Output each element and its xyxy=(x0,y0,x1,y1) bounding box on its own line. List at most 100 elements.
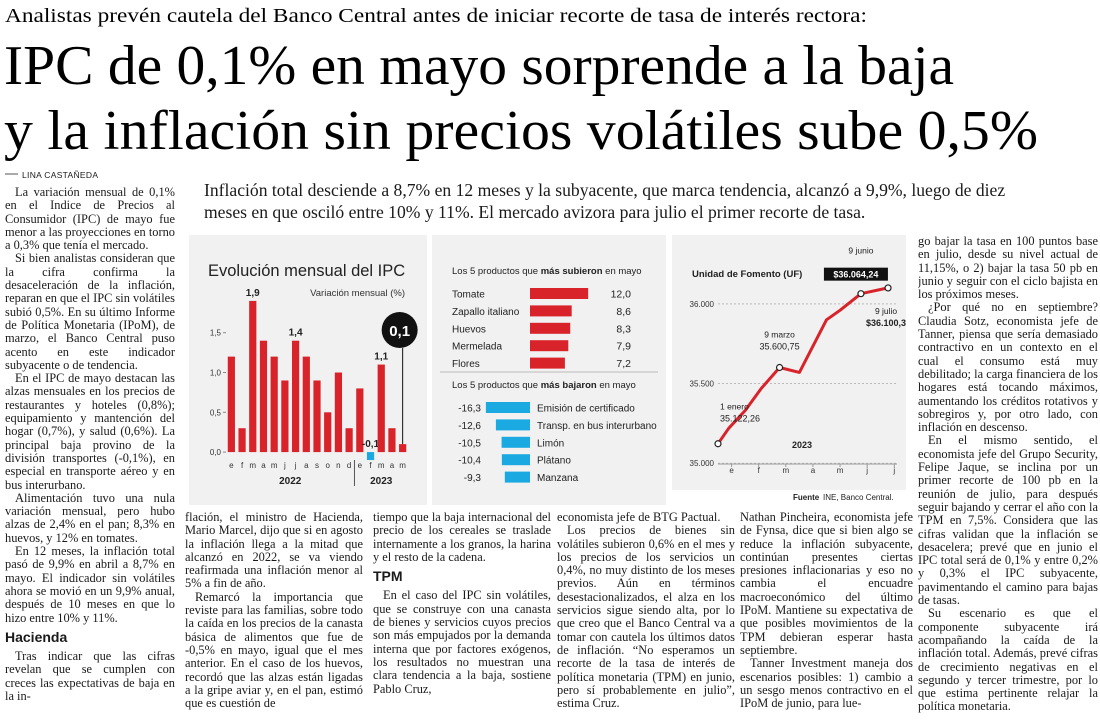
point xyxy=(714,440,722,448)
value-label: -12,6 xyxy=(458,421,481,432)
point xyxy=(884,284,892,292)
x-tick-label: f xyxy=(369,461,372,470)
category-label: Huevos xyxy=(452,324,486,335)
bar xyxy=(377,364,385,453)
paragraph: Si bien analistas consideran que la cifr… xyxy=(5,251,175,372)
value-label: 1,1 xyxy=(374,352,388,363)
value-label: 0,1 xyxy=(389,323,410,340)
source-label: Fuente xyxy=(793,493,820,502)
paragraph: Tanner Investment maneja dos escenarios … xyxy=(740,656,913,711)
point-label: 9 junio xyxy=(848,246,873,256)
label-box xyxy=(823,267,888,281)
bar xyxy=(334,372,343,453)
x-tick-label: m xyxy=(378,461,385,470)
bar xyxy=(530,305,572,317)
x-tick-label: j xyxy=(294,461,297,470)
category-label: Tomate xyxy=(452,290,485,301)
paragraph: Su escenario es que el componente subyac… xyxy=(918,606,1098,714)
paragraph: tiempo que la baja internacional del pre… xyxy=(373,511,551,564)
value-label: 8,6 xyxy=(616,306,631,318)
bar xyxy=(249,300,257,453)
bar xyxy=(356,388,364,453)
title-part: Los 5 productos que xyxy=(452,266,541,277)
chart-title: Los 5 productos que más subieron en mayo xyxy=(452,266,642,277)
value-label: $36.100,3 xyxy=(866,318,906,328)
bar xyxy=(501,436,530,448)
x-tick-label: j xyxy=(283,461,286,470)
y-tick-label: 35.500 xyxy=(690,380,715,389)
y-tick-label: 35.000 xyxy=(690,459,715,468)
headline: IPC de 0,1% en mayo sorprende a la baja xyxy=(4,35,954,97)
paragraph: Tras indicar que las cifras revelan que … xyxy=(5,649,175,703)
value-label: -0,1 xyxy=(362,439,380,450)
title-part: en mayo xyxy=(597,380,636,391)
bar xyxy=(366,452,375,461)
y-tick-label: 36.000 xyxy=(690,300,715,309)
bar xyxy=(259,340,268,453)
value-label: 7,9 xyxy=(616,341,631,353)
category-label: Plátano xyxy=(537,456,571,467)
point xyxy=(857,290,865,298)
point-label: 9 marzo xyxy=(764,330,795,340)
value-label: -16,3 xyxy=(458,404,481,415)
callout-circle xyxy=(381,312,418,348)
x-tick-label: a xyxy=(261,461,266,470)
value-label: 1,4 xyxy=(289,328,303,339)
bar xyxy=(281,380,289,453)
bar xyxy=(291,340,300,453)
bar xyxy=(530,340,569,352)
x-tick-label: n xyxy=(336,461,340,470)
chart-subtitle: Variación mensual (%) xyxy=(310,288,405,299)
bar xyxy=(495,419,530,431)
x-tick-label: j xyxy=(892,466,895,475)
chart-panel xyxy=(432,235,666,505)
y-tick-label: 0,5 xyxy=(210,408,222,417)
point-label: 9 julio xyxy=(875,306,897,316)
deck: Inflación total desciende a 8,7% en 12 m… xyxy=(204,180,1006,222)
value-label: 12,0 xyxy=(611,289,632,301)
value-label: 1,9 xyxy=(246,288,260,299)
subhead: TPM xyxy=(373,568,403,585)
paragraph: La variación mensual de 0,1% en el Indic… xyxy=(5,186,175,253)
value-label: 35.600,75 xyxy=(760,342,800,352)
category-label: Flores xyxy=(452,359,480,370)
text-column: tiempo que la baja internacional del pre… xyxy=(373,511,551,721)
x-tick-label: m xyxy=(837,466,844,475)
title-part: más subieron xyxy=(541,266,603,277)
paragraph: En el IPC de mayo destacan las alzas men… xyxy=(5,371,175,492)
x-tick-label: f xyxy=(241,461,244,470)
value-label: -10,4 xyxy=(458,456,481,467)
paragraph: Remarcó la importancia que reviste para … xyxy=(185,589,363,711)
value-label: -10,5 xyxy=(458,438,481,449)
paragraph: flación, el ministro de Hacienda, Mario … xyxy=(185,511,363,591)
value-label: -9,3 xyxy=(464,473,482,484)
line xyxy=(716,286,889,445)
x-tick-label: e xyxy=(358,461,363,470)
x-tick-label: e xyxy=(729,466,734,475)
category-label: Limón xyxy=(537,438,564,449)
paragraph: Los precios de bienes sin volátiles subi… xyxy=(557,523,735,711)
text-column: economista jefe de BTG Pactual. Los preci… xyxy=(557,511,735,721)
bar xyxy=(530,357,565,369)
text-column: flación, el ministro de Hacienda, Mario … xyxy=(185,511,363,721)
bar xyxy=(270,356,278,453)
paragraph: ¿Por qué no en septiembre? Claudia Sotz,… xyxy=(918,300,1098,435)
value-label: $36.064,24 xyxy=(833,270,878,280)
bar xyxy=(324,412,332,453)
category-label: Manzana xyxy=(537,473,579,484)
bar xyxy=(485,402,530,413)
paragraph: economista jefe de BTG Pactual. xyxy=(557,511,721,524)
kicker: Analistas prevén cautela del Banco Centr… xyxy=(5,5,867,27)
y-tick-label: 1,5 xyxy=(210,329,222,338)
year-label: 2023 xyxy=(792,440,812,450)
bar xyxy=(530,322,571,334)
x-tick-label: f xyxy=(758,466,761,475)
bar xyxy=(501,454,530,466)
paragraph: Alimentación tuvo una nula variación men… xyxy=(5,490,175,545)
x-tick-label: s xyxy=(315,461,319,470)
bar xyxy=(388,428,396,453)
year-label: 2022 xyxy=(279,476,302,487)
category-label: Zapallo italiano xyxy=(452,307,520,318)
chart-title: Evolución mensual del IPC xyxy=(208,262,405,280)
